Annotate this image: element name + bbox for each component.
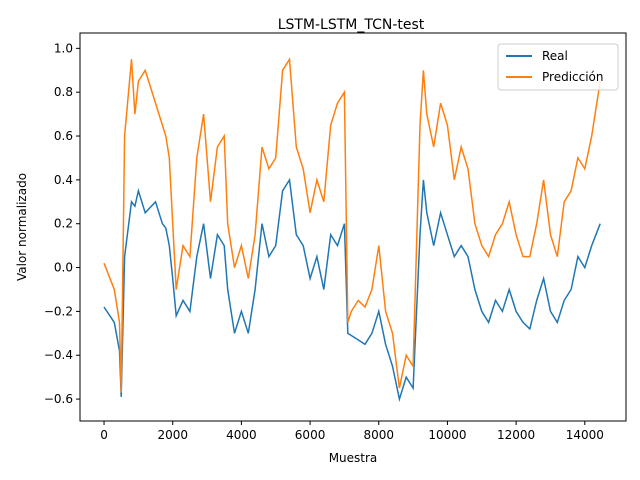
x-tick-label: 6000: [295, 428, 326, 442]
y-tick-label: −0.6: [44, 392, 73, 406]
x-tick-label: 12000: [497, 428, 535, 442]
x-tick-label: 2000: [157, 428, 188, 442]
x-tick-label: 0: [100, 428, 108, 442]
y-tick-label: 0.8: [54, 85, 73, 99]
y-tick-label: 0.4: [54, 173, 73, 187]
x-tick-label: 10000: [428, 428, 466, 442]
x-axis: 0 2000 4000 6000 8000 10000 12000 14000: [100, 421, 604, 442]
legend-label: Predicción: [542, 70, 604, 84]
y-tick-label: −0.4: [44, 348, 73, 362]
y-tick-label: 0.0: [54, 261, 73, 275]
y-axis: −0.6 −0.4 −0.2 0.0 0.2 0.4 0.6 0.8 1.0: [44, 41, 80, 406]
legend-label: Real: [542, 49, 568, 63]
x-tick-label: 14000: [566, 428, 604, 442]
y-tick-label: 0.2: [54, 217, 73, 231]
y-tick-label: −0.2: [44, 304, 73, 318]
chart-title: LSTM-LSTM_TCN-test: [278, 17, 425, 33]
x-tick-label: 4000: [226, 428, 257, 442]
x-axis-label: Muestra: [329, 451, 378, 465]
y-tick-label: 0.6: [54, 129, 73, 143]
x-tick-label: 8000: [363, 428, 394, 442]
y-tick-label: 1.0: [54, 41, 73, 55]
plot-frame: [79, 32, 627, 422]
series-line-0: [103, 177, 601, 403]
series-line-1: [103, 56, 601, 393]
y-axis-label: Valor normalizado: [15, 173, 29, 281]
plot-area: [103, 56, 601, 403]
legend: Real Predicción: [497, 43, 619, 91]
